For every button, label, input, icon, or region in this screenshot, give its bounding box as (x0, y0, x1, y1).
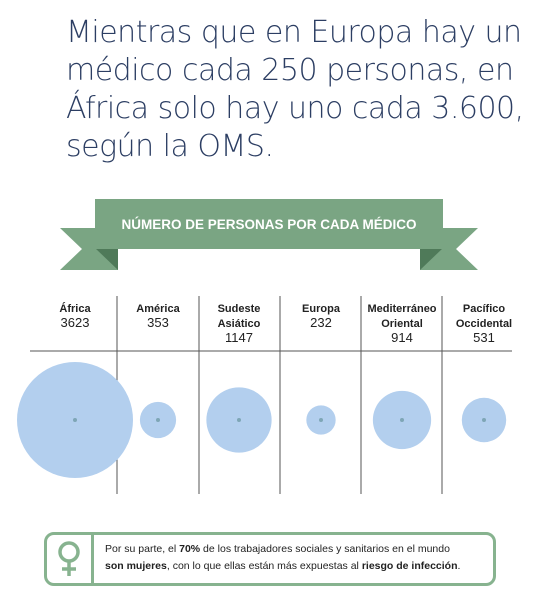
category-label: Occidental (456, 318, 512, 330)
category-label: Mediterráneo (367, 303, 436, 315)
note-text-3: , con lo que ellas están más expuestas a… (166, 560, 362, 572)
headline: Mientras que en Europa hay un médico cad… (66, 14, 524, 166)
headline-line-4: según la OMS. (66, 129, 274, 164)
category-label: África (59, 302, 91, 315)
value-label: 531 (473, 330, 495, 345)
bubble-center-dot (73, 418, 77, 422)
category-label: Asiático (218, 318, 261, 330)
bubble-center-dot (482, 418, 486, 422)
note-bold-women: son mujeres (105, 560, 167, 572)
bubble-center-dot (156, 418, 160, 422)
bubble-center-dot (400, 418, 404, 422)
note-divider (91, 535, 94, 583)
value-label: 3623 (61, 315, 90, 330)
category-label: América (136, 303, 180, 315)
headline-line-1: Mientras que en Europa hay un (66, 15, 522, 50)
info-note: Por su parte, el 70% de los trabajadores… (44, 532, 496, 586)
category-label: Sudeste (218, 303, 261, 315)
headline-line-3: África solo hay uno cada 3.600, (66, 91, 524, 126)
ribbon-body (95, 199, 443, 249)
note-text-4: . (457, 560, 461, 572)
value-label: 353 (147, 315, 169, 330)
note-text-1: Por su parte, el (105, 543, 180, 555)
ribbon-right-fold (420, 248, 443, 270)
headline-line-2: médico cada 250 personas, en (66, 53, 514, 88)
bubble-center-dot (237, 418, 241, 422)
note-bold-risk: riesgo de infección (361, 560, 458, 572)
category-label: Pacífico (463, 303, 505, 315)
value-label: 1147 (225, 330, 253, 345)
bubble-center-dot (319, 418, 323, 422)
note-bold-percent: 70% (179, 543, 201, 555)
chart-title: NÚMERO DE PERSONAS POR CADA MÉDICO (121, 217, 416, 232)
value-label: 232 (310, 315, 332, 330)
ribbon-left-fold (95, 248, 118, 270)
category-label: Oriental (381, 318, 423, 330)
female-symbol-icon (58, 541, 80, 576)
value-label: 914 (391, 330, 413, 345)
category-label: Europa (302, 303, 341, 315)
note-text-2: de los trabajadores sociales y sanitario… (200, 543, 450, 555)
title-ribbon: NÚMERO DE PERSONAS POR CADA MÉDICO (60, 199, 478, 270)
note-text: Por su parte, el 70% de los trabajadores… (105, 541, 489, 575)
